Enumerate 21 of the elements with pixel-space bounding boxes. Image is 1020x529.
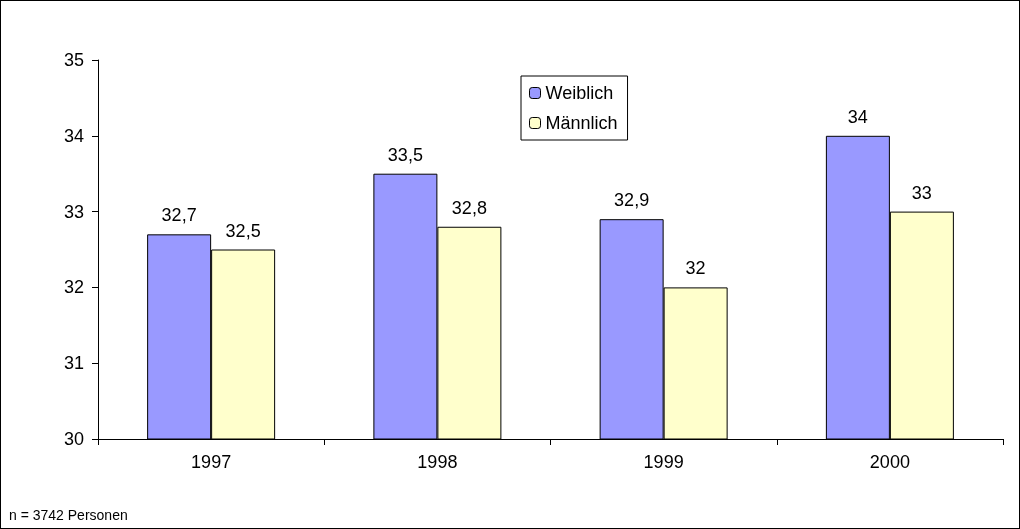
data-label: 33,5: [387, 144, 423, 165]
data-label: 32,5: [225, 220, 261, 241]
legend-label: Weiblich: [545, 83, 614, 103]
y-tick-label: 30: [63, 429, 84, 449]
y-tick-label: 35: [63, 50, 84, 70]
x-tick-label: 2000: [869, 452, 910, 472]
data-label: 32,9: [614, 190, 650, 211]
x-tick-label: 1999: [643, 452, 684, 472]
text: n = 3742 Personen: [9, 507, 128, 523]
y-tick-label: 32: [63, 277, 84, 298]
data-label: 32: [685, 258, 706, 279]
data-label: 34: [847, 106, 868, 127]
x-tick-label: 1998: [417, 452, 458, 472]
data-label: 32,7: [161, 205, 197, 226]
y-tick-label: 31: [63, 353, 84, 374]
data-label: 33: [911, 182, 932, 203]
x-tick-label: 1997: [191, 452, 232, 472]
data-label: 32,8: [451, 197, 487, 218]
legend-label: Männlich: [545, 113, 618, 133]
y-tick-label: 34: [63, 125, 84, 146]
y-tick-label: 33: [63, 201, 84, 222]
